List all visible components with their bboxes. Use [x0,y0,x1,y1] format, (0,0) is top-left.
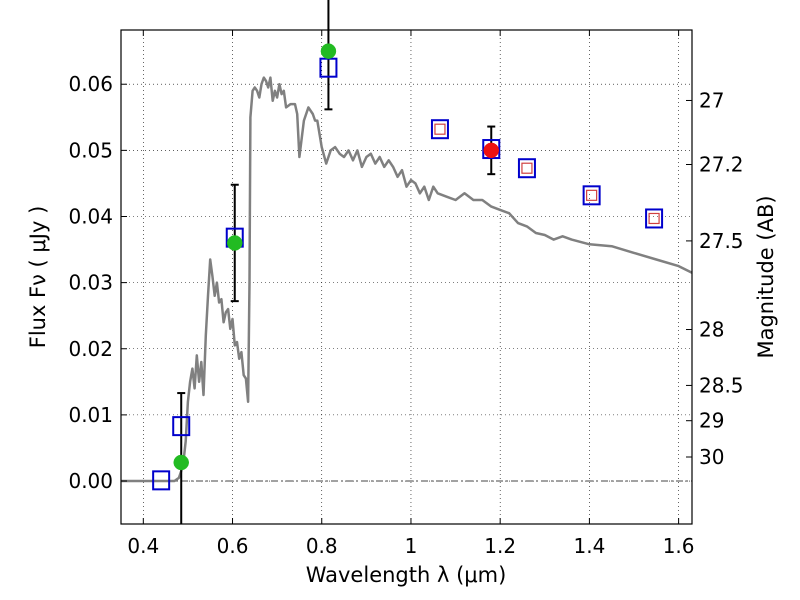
sed-model-curve [121,76,693,483]
mag-tick-label: 27.5 [699,229,744,253]
x-tick-label: 0.8 [306,534,338,558]
upper-limit-square [521,162,533,174]
x-tick-labels: 0.4 0.6 0.8 1 1.2 1.4 1.6 [127,534,694,558]
y-tick-label: 0.05 [68,138,113,162]
x-tick-label: 1.2 [484,534,516,558]
magnitude-tick-labels: 27 27.2 27.5 28 28.5 29 30 [699,88,744,469]
upper-limit-square [586,189,598,201]
photometry-markers [152,43,664,491]
model-photometry-square [517,158,536,179]
mag-tick-label: 28 [699,318,724,342]
mag-tick-label: 27 [699,88,724,112]
mag-tick-label: 29 [699,409,724,433]
detection-point [227,235,243,251]
x-tick-label: 1.4 [573,534,605,558]
y-axis-label: Flux Fν ( μJy ) [26,206,50,349]
upper-limit-square [434,123,446,135]
model-photometry-square [645,208,664,229]
y-tick-label: 0.03 [68,271,113,295]
x-tick-label: 1 [405,534,418,558]
detection-point [483,142,500,159]
detection-point [173,454,189,471]
detection-point [320,43,337,59]
y-tick-label: 0.04 [68,204,113,228]
x-tick-label: 0.4 [127,534,159,558]
model-photometry-square [582,185,601,206]
y-tick-label: 0.00 [68,469,113,493]
y-tick-label: 0.01 [68,403,113,427]
x-axis-label: Wavelength λ (μm) [306,563,507,587]
mag-tick-label: 27.2 [699,152,744,176]
y-tick-labels: 0.00 0.01 0.02 0.03 0.04 0.05 0.06 [68,72,113,493]
right-axis-label: Magnitude (AB) [754,195,778,358]
plot-frame [120,29,693,525]
plot-background [121,30,692,524]
model-photometry-square [152,470,171,491]
x-tick-label: 1.6 [663,534,695,558]
y-tick-label: 0.06 [68,72,113,96]
axis-ticks [121,30,692,524]
model-photometry-square [172,416,191,437]
y-tick-label: 0.02 [68,337,113,361]
sed-model-line [121,76,693,483]
mag-tick-label: 28.5 [699,373,744,397]
mag-tick-label: 30 [699,445,724,469]
model-photometry-square [430,119,449,140]
x-tick-label: 0.6 [217,534,249,558]
upper-limit-square [648,212,660,225]
